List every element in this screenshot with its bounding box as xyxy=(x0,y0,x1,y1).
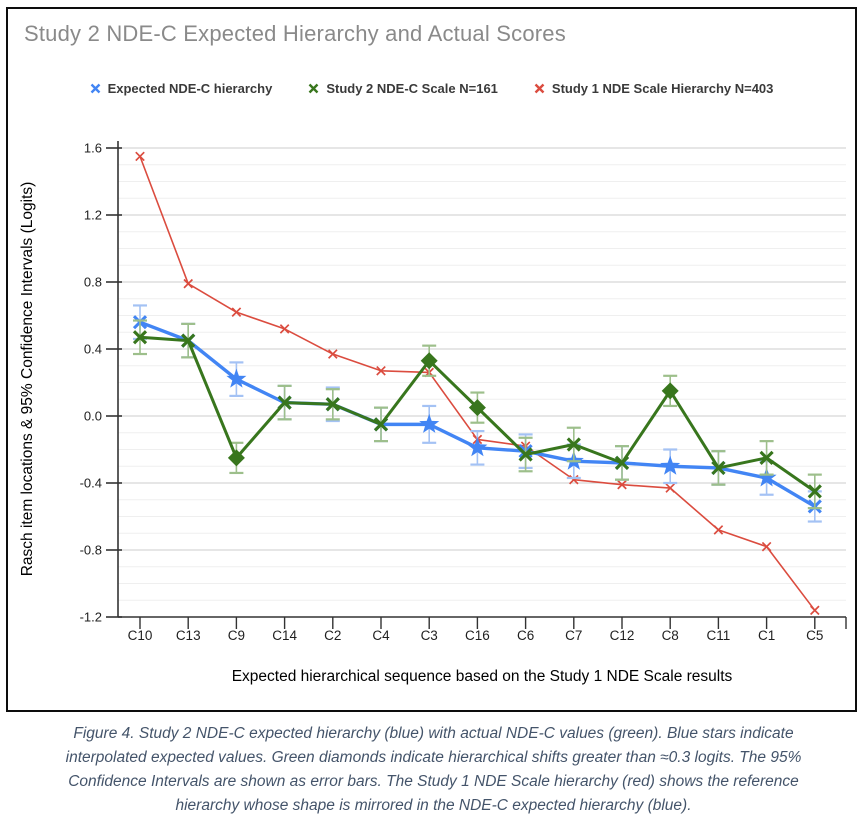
x-axis-tick-label: C16 xyxy=(465,628,490,643)
y-axis-tick-label: 0.0 xyxy=(84,409,102,424)
axes: 1.6 1.2 0.8 0.4 0.0 -0.4 -0.8 -1.2 C10 C13 C9 C14 C2… xyxy=(80,141,847,643)
chart-title: Study 2 NDE-C Expected Hierarchy and Act… xyxy=(24,21,566,46)
x-axis-tick-label: C14 xyxy=(272,628,297,643)
x-marker-icon xyxy=(614,455,630,470)
x-marker-icon xyxy=(566,437,581,452)
star-marker-icon xyxy=(419,413,440,433)
chart-plot-area: 1.6 1.2 0.8 0.4 0.0 -0.4 -0.8 -1.2 C10 C13 C9 C14 C2… xyxy=(19,141,847,685)
caption-line: Confidence Intervals are shown as error … xyxy=(68,773,799,790)
diamond-marker-icon xyxy=(420,352,438,370)
x-marker-icon xyxy=(665,483,676,493)
x-marker-icon xyxy=(135,151,145,162)
diamond-marker-icon xyxy=(661,382,679,400)
x-marker-icon xyxy=(279,324,290,334)
diamond-marker-icon xyxy=(227,449,245,467)
x-marker-icon xyxy=(713,525,724,535)
star-marker-icon xyxy=(467,437,488,457)
legend-item-3: Study 1 NDE Scale Hierarchy N=403 xyxy=(534,81,773,96)
legend-marker-x-icon xyxy=(90,83,100,94)
x-axis-tick-label: C1 xyxy=(758,628,775,643)
caption-line: Figure 4. Study 2 NDE-C expected hierarc… xyxy=(73,725,794,742)
y-axis-tick-label: -0.4 xyxy=(80,476,102,491)
x-marker-icon xyxy=(807,484,822,499)
legend-label: Expected NDE-C hierarchy xyxy=(107,81,273,96)
star-marker-icon xyxy=(756,467,777,487)
x-marker-icon xyxy=(568,474,579,485)
x-marker-icon xyxy=(132,330,148,345)
y-axis-tick-label: 1.6 xyxy=(84,141,102,156)
chart-legend: Expected NDE-C hierarchy Study 2 NDE-C Sc… xyxy=(8,81,855,96)
star-marker-icon xyxy=(660,455,681,475)
legend-label: Study 1 NDE Scale Hierarchy N=403 xyxy=(551,81,774,96)
y-axis-title: Rasch item locations & 95% Confidence In… xyxy=(19,182,36,577)
x-marker-icon xyxy=(376,365,386,376)
x-axis-title: Expected hierarchical sequence based on … xyxy=(232,668,733,685)
x-marker-icon xyxy=(231,307,242,317)
legend-item-1: Expected NDE-C hierarchy xyxy=(90,81,273,96)
x-marker-icon xyxy=(809,605,820,616)
gridlines xyxy=(118,147,846,618)
x-marker-icon xyxy=(325,397,340,412)
x-marker-icon xyxy=(711,460,726,476)
figure-caption: Figure 4. Study 2 NDE-C expected hierarc… xyxy=(0,722,867,818)
x-marker-icon xyxy=(617,479,627,490)
caption-line: hierarchy whose shape is mirrored in the… xyxy=(175,797,692,814)
legend-item-2: Study 2 NDE-C Scale N=161 xyxy=(308,81,498,96)
x-axis-tick-label: C13 xyxy=(176,628,201,643)
x-axis-tick-label: C4 xyxy=(372,628,390,643)
y-axis-tick-label: -1.2 xyxy=(80,610,102,625)
x-axis-tick-label: C12 xyxy=(610,628,635,643)
y-axis-tick-label: 0.8 xyxy=(84,275,102,290)
legend-label: Study 2 NDE-C Scale N=161 xyxy=(326,81,498,96)
x-axis-tick-label: C3 xyxy=(421,628,438,643)
y-axis-tick-label: -0.8 xyxy=(80,543,102,558)
x-axis-tick-label: C7 xyxy=(565,628,582,643)
x-marker-icon xyxy=(183,278,194,289)
x-axis-tick-label: C9 xyxy=(228,628,245,643)
x-marker-icon xyxy=(373,417,389,432)
legend-marker-x-icon xyxy=(308,83,319,94)
chart-panel: Study 2 NDE-C Expected Hierarchy and Act… xyxy=(6,7,857,712)
x-axis-tick-label: C11 xyxy=(707,628,731,643)
caption-line: interpolated expected values. Green diam… xyxy=(65,749,802,766)
x-marker-icon xyxy=(327,349,338,359)
x-axis-tick-label: C2 xyxy=(324,628,341,643)
star-marker-icon xyxy=(226,368,247,388)
legend-marker-x-icon xyxy=(534,83,545,94)
x-marker-icon xyxy=(518,447,533,462)
x-axis-tick-label: C5 xyxy=(806,628,823,643)
y-axis-tick-label: 1.2 xyxy=(84,208,102,223)
diamond-marker-icon xyxy=(468,399,486,417)
series-study-2-nde-c-scale-n-161 xyxy=(132,319,822,510)
y-axis-tick-label: 0.4 xyxy=(84,342,102,357)
x-axis-tick-label: C6 xyxy=(517,628,534,643)
x-axis-tick-label: C8 xyxy=(662,628,679,643)
x-marker-icon xyxy=(761,541,772,552)
x-axis-tick-label: C10 xyxy=(128,628,153,643)
x-marker-icon xyxy=(181,333,196,348)
x-marker-icon xyxy=(759,450,774,465)
x-marker-icon xyxy=(277,395,292,410)
